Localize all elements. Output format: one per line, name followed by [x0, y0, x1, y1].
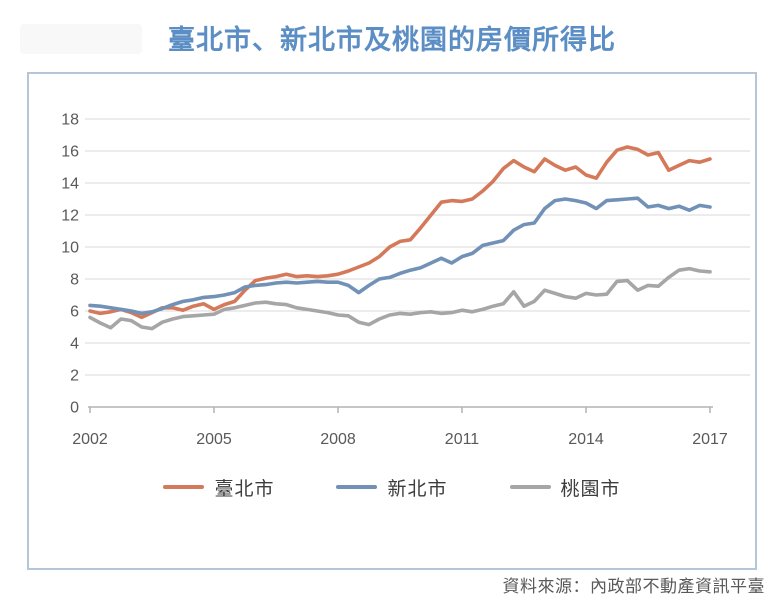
legend-item-taipei: 臺北市	[163, 474, 274, 501]
legend-label-taipei: 臺北市	[214, 478, 275, 500]
taoyuan-line-swatch-icon	[509, 485, 551, 489]
watermark	[20, 24, 142, 54]
new-taipei-line-swatch-icon	[336, 485, 378, 489]
legend-label-taoyuan: 桃園市	[560, 478, 621, 500]
legend: 臺北市 新北市 桃園市	[27, 472, 757, 502]
source-note: 資料來源：內政部不動產資訊平臺	[502, 577, 765, 596]
page-title: 臺北市、新北市及桃園的房價所得比	[168, 25, 616, 55]
legend-item-new-taipei: 新北市	[336, 474, 447, 501]
legend-label-new-taipei: 新北市	[387, 478, 448, 500]
legend-item-taoyuan: 桃園市	[509, 474, 621, 501]
taipei-line-swatch-icon	[163, 485, 205, 489]
